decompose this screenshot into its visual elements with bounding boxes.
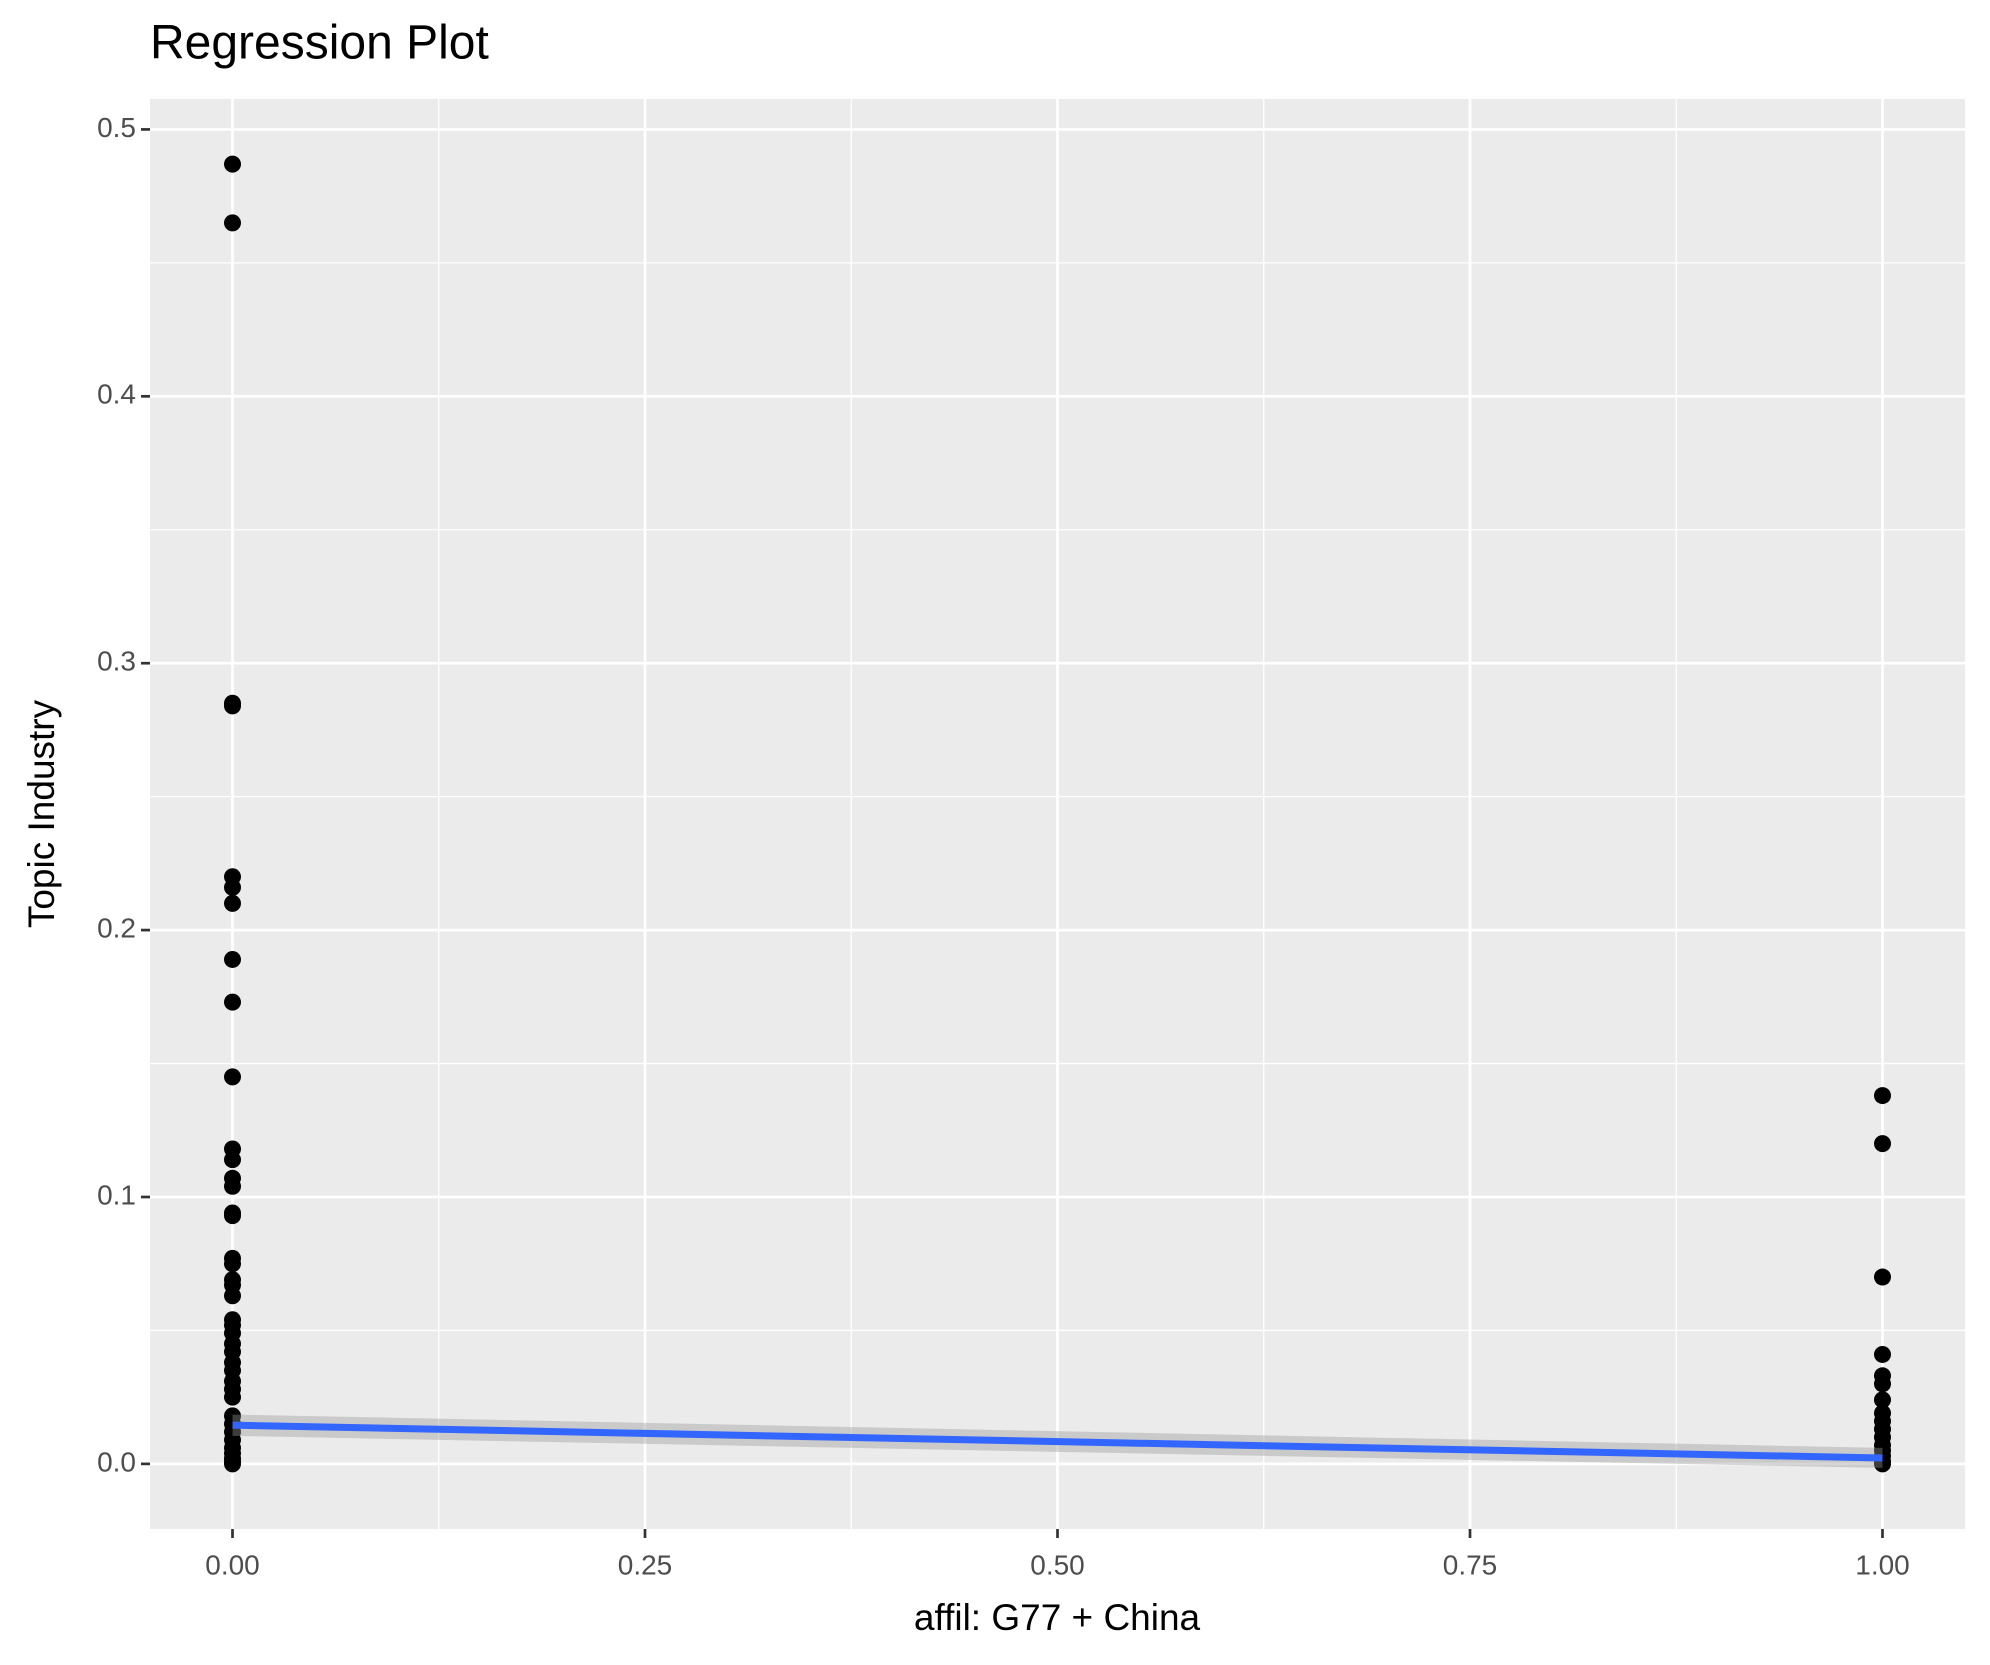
x-tick-label: 0.50 — [1030, 1549, 1085, 1580]
point — [224, 214, 241, 232]
y-tick-label: 0.4 — [97, 379, 136, 410]
point — [224, 697, 241, 715]
point — [1874, 1135, 1891, 1153]
regression-line — [232, 1421, 1883, 1462]
x-tick-label: 0.00 — [205, 1549, 260, 1580]
point — [1874, 1268, 1891, 1286]
y-tick-label: 0.0 — [97, 1446, 136, 1477]
x-tick-label: 1.00 — [1855, 1549, 1910, 1580]
y-tick-label: 0.2 — [97, 912, 136, 943]
point — [224, 1287, 241, 1305]
point — [224, 1207, 241, 1225]
point — [224, 1151, 241, 1169]
point — [1874, 1345, 1891, 1363]
point — [1874, 1087, 1891, 1105]
point — [224, 894, 241, 912]
point — [1874, 1391, 1891, 1409]
y-tick-label: 0.5 — [97, 112, 136, 143]
y-tick-label: 0.3 — [97, 646, 136, 677]
x-axis-title: affil: G77 + China — [914, 1597, 1201, 1638]
y-tick-label: 0.1 — [97, 1179, 136, 1210]
point — [224, 950, 241, 968]
point — [224, 1388, 241, 1406]
x-tick-label: 0.75 — [1443, 1549, 1498, 1580]
point — [224, 155, 241, 173]
point — [1874, 1375, 1891, 1393]
chart-title: Regression Plot — [150, 17, 489, 70]
x-tick-label: 0.25 — [618, 1549, 673, 1580]
point — [224, 878, 241, 896]
y-axis-title: Topic Industry — [21, 699, 62, 928]
point — [224, 1255, 241, 1273]
point — [224, 993, 241, 1011]
point — [224, 1455, 241, 1473]
point — [224, 1177, 241, 1195]
point — [224, 1068, 241, 1086]
